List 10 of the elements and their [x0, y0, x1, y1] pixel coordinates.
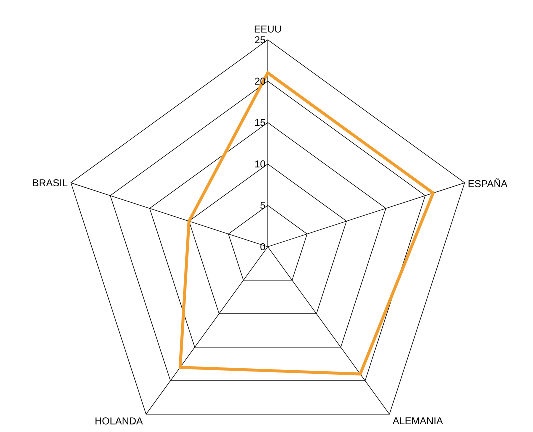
spoke-label: EEUU [254, 26, 282, 33]
y-tick-label: 5 [260, 202, 266, 210]
spoke-label: BRASIL [33, 180, 68, 187]
y-tick-label: 25 [255, 36, 266, 44]
y-tick-label: 10 [255, 160, 266, 168]
spoke-label: HOLANDA [96, 418, 144, 425]
spoke-label: ALEMANIA [392, 418, 444, 425]
y-tick-label: 0 [260, 243, 266, 251]
spoke-label: ESPAÑA [468, 178, 508, 188]
y-tick-label: 15 [255, 119, 266, 126]
